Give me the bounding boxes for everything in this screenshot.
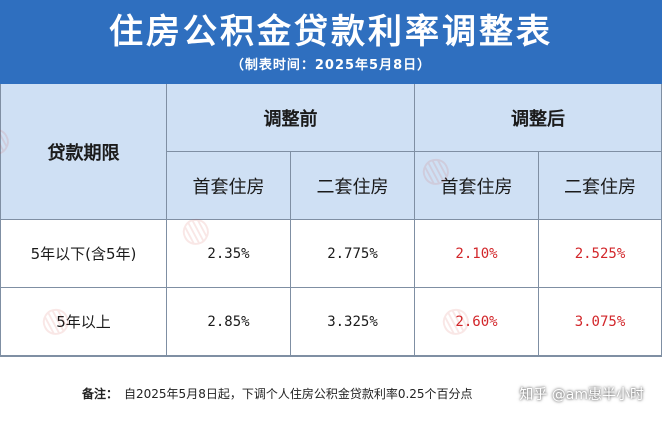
brand-watermark: 知乎 @am惠半小时 bbox=[519, 387, 644, 403]
loan-term-header: 贷款期限 bbox=[0, 84, 167, 220]
table-cell: 2.525% bbox=[539, 220, 662, 288]
rate-value: 3.325% bbox=[327, 313, 378, 330]
after-header-label: 调整后 bbox=[511, 108, 565, 130]
table-cell: 2.10% bbox=[415, 220, 539, 288]
table-cell: 2.60% bbox=[415, 288, 539, 356]
table-row-term: 5年以上 bbox=[0, 288, 167, 356]
adjusted-rate-value: 3.075% bbox=[574, 313, 626, 330]
page-subtitle: （制表时间：2025年5月8日） bbox=[230, 58, 432, 73]
table-cell: 2.775% bbox=[291, 220, 415, 288]
adjusted-rate-value: 2.525% bbox=[574, 245, 626, 262]
adjusted-rate-value: 2.60% bbox=[455, 313, 498, 330]
term-label: 5年以上 bbox=[56, 313, 111, 331]
after-first-home-header: 首套住房 bbox=[415, 152, 539, 220]
adjusted-rate-value: 2.10% bbox=[455, 245, 498, 262]
rate-value: 2.85% bbox=[207, 313, 250, 330]
page-title: 住房公积金贷款利率调整表 bbox=[109, 12, 553, 52]
rate-value: 2.35% bbox=[207, 245, 250, 262]
before-header: 调整前 bbox=[167, 84, 415, 152]
table-cell: 3.075% bbox=[539, 288, 662, 356]
before-second-home-header: 二套住房 bbox=[291, 152, 415, 220]
column-label: 首套住房 bbox=[192, 176, 265, 198]
column-label: 二套住房 bbox=[564, 176, 636, 198]
title-banner: 住房公积金贷款利率调整表 （制表时间：2025年5月8日） bbox=[0, 0, 662, 84]
table-cell: 2.85% bbox=[167, 288, 291, 356]
after-second-home-header: 二套住房 bbox=[539, 152, 662, 220]
term-label: 5年以下(含5年) bbox=[30, 245, 137, 263]
note-label: 备注： bbox=[82, 387, 119, 401]
column-label: 二套住房 bbox=[316, 176, 389, 198]
table-row-term: 5年以下(含5年) bbox=[0, 220, 167, 288]
footer-note: 备注： 自2025年5月8日起，下调个人住房公积金贷款利率0.25个百分点 知乎 … bbox=[0, 356, 662, 426]
column-label: 首套住房 bbox=[440, 176, 513, 198]
note-text: 备注： 自2025年5月8日起，下调个人住房公积金贷款利率0.25个百分点 bbox=[82, 385, 473, 402]
before-header-label: 调整前 bbox=[263, 108, 318, 130]
after-header: 调整后 bbox=[415, 84, 662, 152]
before-first-home-header: 首套住房 bbox=[167, 152, 291, 220]
table-cell: 3.325% bbox=[291, 288, 415, 356]
table-cell: 2.35% bbox=[167, 220, 291, 288]
loan-term-header-label: 贷款期限 bbox=[47, 142, 120, 164]
rate-value: 2.775% bbox=[327, 245, 378, 262]
note-body: 自2025年5月8日起，下调个人住房公积金贷款利率0.25个百分点 bbox=[124, 387, 473, 401]
